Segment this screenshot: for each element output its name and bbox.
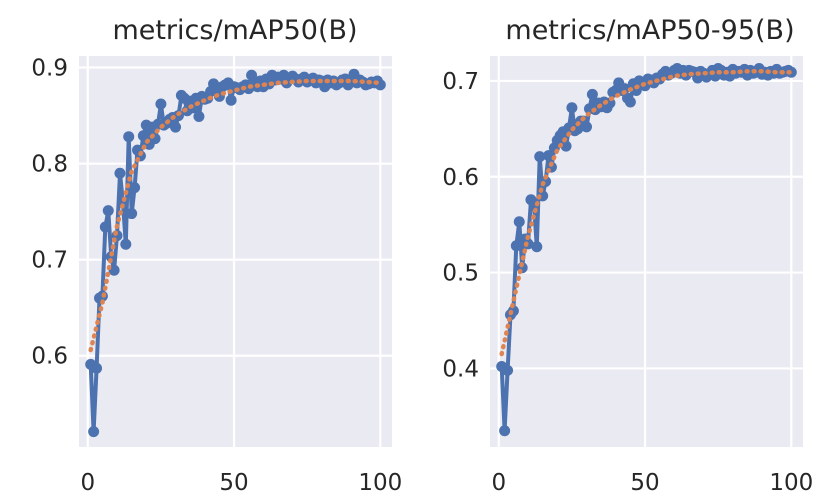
x-tick-label: 50 (630, 470, 659, 496)
data-point (586, 88, 598, 100)
data-point (99, 221, 111, 233)
data-point (499, 425, 511, 437)
data-point (88, 426, 100, 438)
data-point (114, 167, 126, 179)
y-tick-label: 0.5 (442, 261, 479, 287)
data-point (129, 182, 141, 194)
y-tick-label: 0.7 (442, 69, 479, 95)
y-tick-labels: 0.4 0.5 0.6 0.7 (442, 69, 479, 382)
smooth-line (88, 78, 383, 353)
data-point (513, 216, 525, 228)
x-tick-label: 0 (80, 470, 95, 496)
x-tick-labels: 0 50 100 (80, 470, 402, 496)
smooth-line (499, 69, 794, 357)
data-point (155, 98, 167, 110)
data-point (502, 364, 514, 376)
x-tick-label: 100 (358, 470, 402, 496)
subplot-map50-95: metrics/mAP50-95(B) 0 50 100 0.4 0.5 0.6 0.7 (442, 15, 813, 496)
data-point (510, 240, 522, 252)
chart-title: metrics/mAP50-95(B) (505, 15, 794, 46)
data-point (246, 69, 258, 81)
y-tick-label: 0.7 (31, 248, 68, 274)
y-tick-label: 0.4 (442, 356, 479, 382)
data-point (566, 102, 578, 114)
data-point (123, 131, 135, 143)
data-point (137, 130, 149, 142)
data-point (534, 151, 546, 163)
x-tick-label: 50 (219, 470, 248, 496)
y-tick-label: 0.6 (442, 165, 479, 191)
subplot-map50: metrics/mAP50(B) 0 50 100 0.6 0.7 0.8 0.9 (31, 15, 402, 496)
x-tick-label: 0 (491, 470, 506, 496)
chart-title: metrics/mAP50(B) (112, 15, 357, 46)
plot-background (490, 56, 803, 447)
y-tick-labels: 0.6 0.7 0.8 0.9 (31, 56, 68, 370)
y-tick-label: 0.6 (31, 344, 68, 370)
data-point (126, 208, 138, 220)
data-point (531, 241, 543, 253)
series-layer (85, 68, 386, 438)
data-point (560, 140, 572, 152)
data-point (91, 362, 103, 374)
data-point (624, 96, 636, 108)
y-tick-label: 0.8 (31, 152, 68, 178)
y-tick-label: 0.9 (31, 56, 68, 82)
data-point (225, 94, 237, 106)
data-point (581, 121, 593, 133)
x-tick-labels: 0 50 100 (491, 470, 813, 496)
data-point (193, 111, 205, 123)
series-layer (496, 62, 797, 437)
x-tick-label: 100 (769, 470, 813, 496)
plot-background (79, 56, 392, 447)
gridlines (490, 56, 803, 447)
data-point (102, 205, 114, 217)
data-point (120, 238, 132, 250)
data-point (543, 150, 555, 162)
data-point (170, 121, 182, 133)
